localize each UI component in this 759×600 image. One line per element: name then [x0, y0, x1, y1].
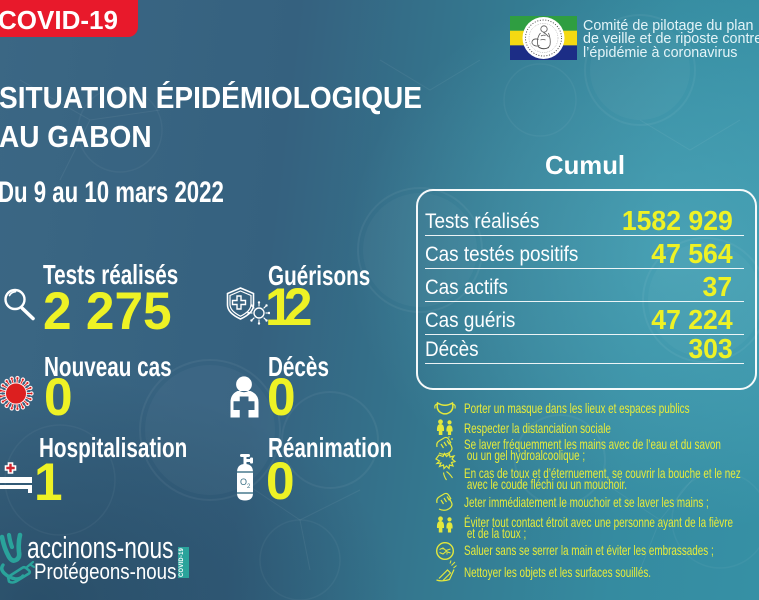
svg-text:O: O: [240, 477, 247, 487]
svg-text:2: 2: [247, 484, 251, 490]
